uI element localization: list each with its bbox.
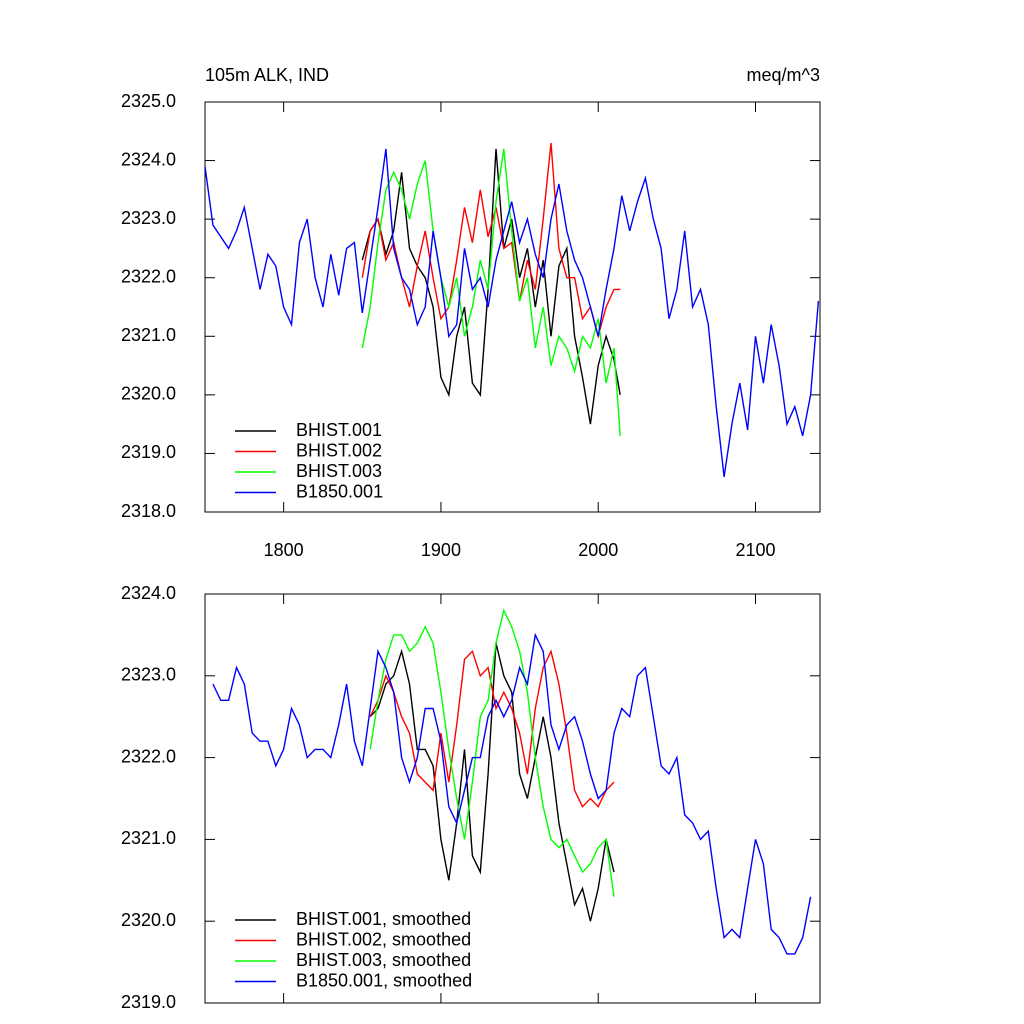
- legend-label: BHIST.001, smoothed: [296, 909, 471, 929]
- plot-frame: [204, 593, 821, 1004]
- series-line: [361, 148, 621, 436]
- legend-label: B1850.001: [296, 481, 383, 501]
- x-tick-label: 1800: [264, 540, 304, 560]
- y-tick-label: 2320.0: [121, 384, 176, 404]
- y-tick-label: 2320.0: [121, 910, 176, 930]
- legend-label: BHIST.002: [296, 440, 382, 460]
- y-tick-label: 2325.0: [121, 91, 176, 111]
- series-line: [369, 649, 615, 808]
- y-tick-label: 2322.0: [121, 266, 176, 286]
- legend-label: BHIST.003, smoothed: [296, 950, 471, 970]
- legend-label: BHIST.001: [296, 420, 382, 440]
- legend-label: BHIST.003: [296, 461, 382, 481]
- y-tick-label: 2324.0: [121, 149, 176, 169]
- units-label: meq/m^3: [747, 65, 820, 85]
- y-tick-label: 2318.0: [121, 501, 176, 521]
- y-tick-label: 2321.0: [121, 325, 176, 345]
- x-tick-label: 2000: [578, 540, 618, 560]
- y-tick-label: 2321.0: [121, 828, 176, 848]
- x-tick-label: 1900: [421, 540, 461, 560]
- y-tick-label: 2322.0: [121, 746, 176, 766]
- series-line: [204, 148, 820, 478]
- legend-label: BHIST.002, smoothed: [296, 929, 471, 949]
- legend-label: B1850.001, smoothed: [296, 970, 472, 990]
- y-tick-label: 2323.0: [121, 208, 176, 228]
- series-line: [361, 142, 621, 340]
- y-tick-label: 2319.0: [121, 442, 176, 462]
- series-line: [212, 632, 812, 955]
- y-tick-label: 2324.0: [121, 583, 176, 603]
- y-tick-label: 2319.0: [121, 992, 176, 1012]
- plot-frame: [204, 101, 821, 513]
- chart-title: 105m ALK, IND: [205, 65, 329, 85]
- series-line: [369, 608, 615, 897]
- y-tick-label: 2323.0: [121, 665, 176, 685]
- x-tick-label: 2100: [735, 540, 775, 560]
